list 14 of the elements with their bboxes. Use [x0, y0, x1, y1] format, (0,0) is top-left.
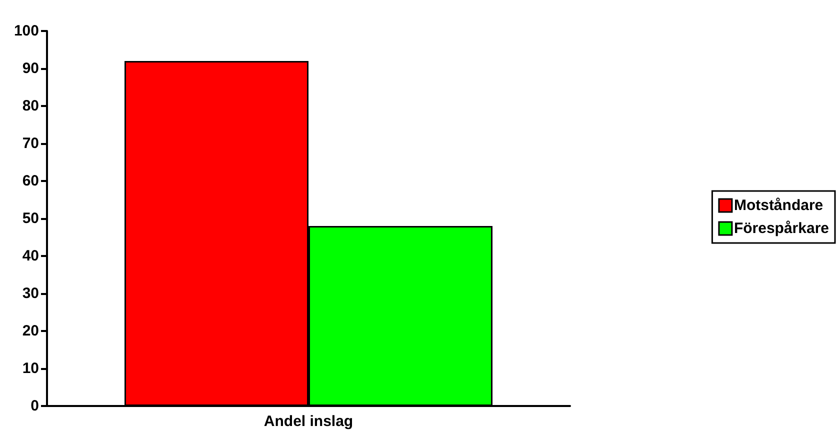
y-tick-label: 90 — [22, 60, 39, 77]
y-tick-label: 50 — [22, 210, 39, 227]
y-tick-label: 70 — [22, 135, 39, 152]
y-tick-label: 10 — [22, 360, 39, 377]
y-tick-label: 40 — [22, 248, 39, 264]
y-tick-label: 0 — [30, 398, 39, 414]
y-tick-label: 30 — [22, 285, 39, 302]
legend-label: Motståndare — [734, 197, 824, 214]
y-tick-label: 60 — [22, 172, 39, 190]
y-tick-label: 100 — [14, 22, 39, 40]
y-tick-label: 20 — [22, 322, 39, 340]
y-tick-label: 80 — [22, 98, 39, 114]
x-tick-label: Andel inslag — [264, 413, 354, 430]
legend-label: Förespårkare — [734, 220, 830, 237]
